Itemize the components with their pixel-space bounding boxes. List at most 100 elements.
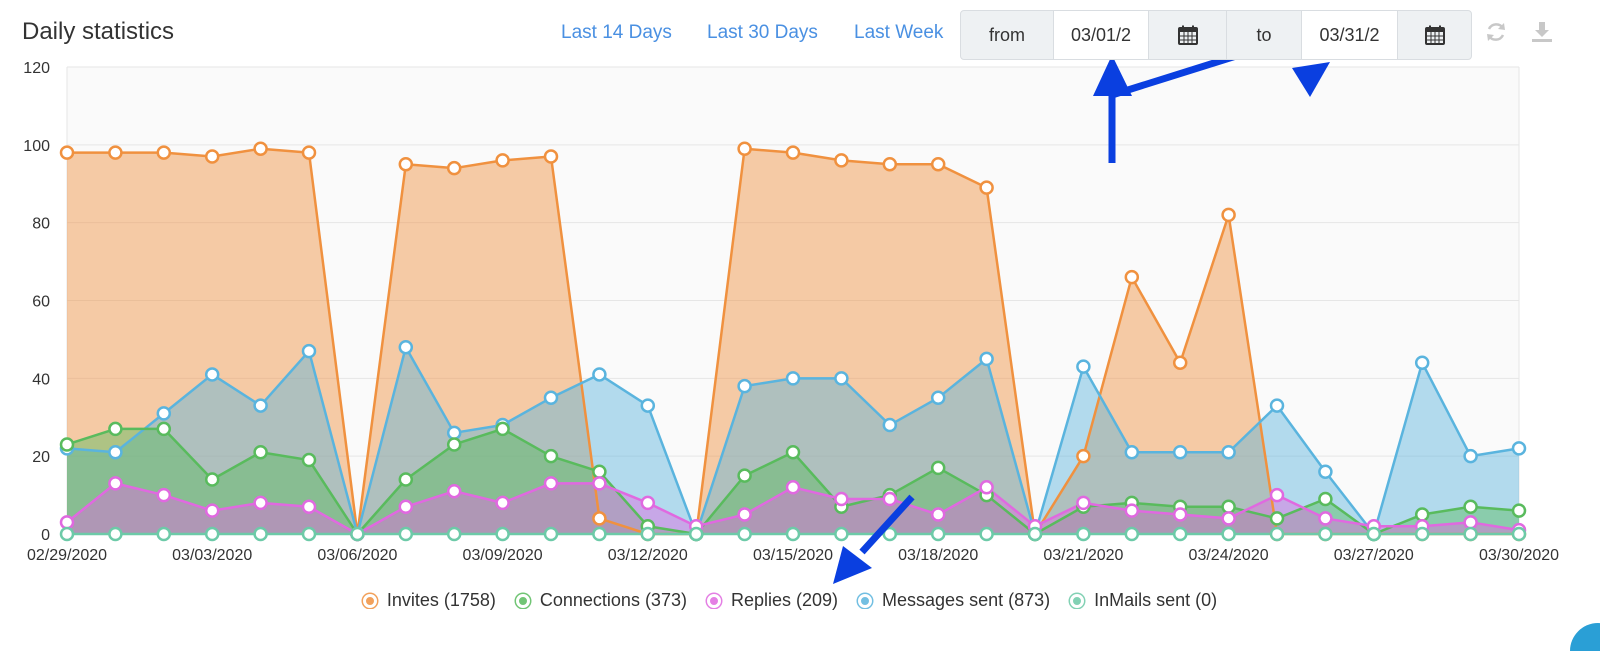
from-label: from xyxy=(961,11,1054,59)
data-point-invites xyxy=(979,180,994,195)
y-tick-label: 20 xyxy=(32,449,50,466)
date-range-picker: from 03/01/2 to 03/31/2 xyxy=(960,10,1472,60)
data-point-messages-sent xyxy=(1414,355,1430,371)
to-label: to xyxy=(1227,11,1302,59)
legend-marker xyxy=(1070,593,1085,608)
last-14-days-link[interactable]: Last 14 Days xyxy=(561,22,672,43)
data-point-replies xyxy=(204,503,220,518)
data-point-connections xyxy=(737,468,752,483)
data-point-invites xyxy=(253,141,268,156)
data-point-inmails-sent xyxy=(253,526,268,542)
download-button[interactable] xyxy=(1530,20,1554,49)
data-point-replies xyxy=(1221,511,1236,526)
to-calendar-button[interactable] xyxy=(1398,11,1471,59)
x-tick-label: 03/18/2020 xyxy=(898,547,978,564)
data-point-invites xyxy=(108,145,123,160)
data-point-messages-sent xyxy=(1172,445,1188,460)
data-point-messages-sent xyxy=(204,367,220,382)
data-point-inmails-sent xyxy=(592,526,607,542)
data-point-replies xyxy=(1076,495,1091,511)
refresh-button[interactable] xyxy=(1484,20,1508,49)
data-point-replies xyxy=(737,507,752,522)
data-point-replies xyxy=(543,476,559,491)
annotation-arrowhead xyxy=(1292,62,1330,97)
data-point-messages-sent xyxy=(1463,448,1478,464)
data-point-messages-sent xyxy=(785,371,801,386)
legend-label: Connections (373) xyxy=(539,590,687,610)
data-point-replies xyxy=(1172,507,1188,522)
data-point-messages-sent xyxy=(930,390,946,406)
data-point-connections xyxy=(108,421,123,437)
data-point-replies xyxy=(1269,487,1285,503)
to-date-input[interactable]: 03/31/2 xyxy=(1302,11,1398,59)
x-tick-label: 03/03/2020 xyxy=(172,547,252,564)
data-point-invites xyxy=(1172,355,1188,371)
data-point-messages-sent xyxy=(834,371,849,386)
last-30-days-link[interactable]: Last 30 Days xyxy=(707,22,818,43)
data-point-connections xyxy=(592,464,607,479)
x-tick-label: 03/21/2020 xyxy=(1043,547,1123,564)
data-point-replies xyxy=(301,499,317,515)
data-point-messages-sent xyxy=(543,390,559,406)
data-point-messages-sent xyxy=(1076,359,1091,374)
annotation-arrowhead xyxy=(833,546,872,584)
legend-marker xyxy=(362,593,377,608)
series-area-replies xyxy=(67,483,1519,534)
data-point-invites xyxy=(785,145,801,160)
legend-item-messages-sent[interactable]: Messages sent (873) xyxy=(858,590,1050,611)
data-point-replies xyxy=(59,515,75,530)
annotation-arrow xyxy=(859,494,915,555)
help-bubble xyxy=(1570,623,1600,651)
data-point-messages-sent xyxy=(108,445,123,460)
data-point-invites xyxy=(1076,448,1091,464)
data-point-replies xyxy=(882,491,898,507)
legend-item-replies[interactable]: Replies (209) xyxy=(706,590,838,611)
series-area-invites xyxy=(67,148,1519,534)
calendar-icon xyxy=(1424,25,1445,45)
data-point-connections xyxy=(785,445,801,460)
data-point-inmails-sent xyxy=(1511,526,1527,542)
data-point-invites xyxy=(446,160,462,176)
data-point-replies xyxy=(640,495,656,511)
from-date-input[interactable]: 03/01/2 xyxy=(1054,11,1149,59)
y-tick-label: 40 xyxy=(32,371,50,388)
data-point-replies xyxy=(834,491,849,507)
legend-marker xyxy=(515,593,530,608)
data-point-inmails-sent xyxy=(59,526,75,542)
data-point-inmails-sent xyxy=(688,526,704,542)
data-point-invites xyxy=(543,149,559,164)
data-point-inmails-sent xyxy=(204,526,220,542)
data-point-inmails-sent xyxy=(156,526,172,542)
data-point-connections xyxy=(1269,511,1285,526)
page-title: Daily statistics xyxy=(22,18,175,45)
data-point-replies xyxy=(495,495,510,511)
legend-item-connections[interactable]: Connections (373) xyxy=(515,590,687,611)
data-point-connections xyxy=(204,472,220,487)
data-point-connections xyxy=(1318,491,1333,507)
data-point-replies xyxy=(785,480,801,495)
legend-item-inmails-sent[interactable]: InMails sent (0) xyxy=(1070,590,1217,611)
data-point-messages-sent xyxy=(1511,441,1527,456)
legend-item-invites[interactable]: Invites (1758) xyxy=(362,590,496,611)
data-point-messages-sent xyxy=(882,417,898,433)
data-point-connections xyxy=(930,460,946,476)
data-point-replies xyxy=(592,476,607,491)
x-tick-label: 03/30/2020 xyxy=(1479,547,1559,564)
data-point-inmails-sent xyxy=(1318,526,1333,542)
download-icon xyxy=(1532,22,1552,42)
data-point-inmails-sent xyxy=(446,526,462,542)
data-point-replies xyxy=(979,480,994,495)
data-point-connections xyxy=(495,421,510,437)
data-point-inmails-sent xyxy=(930,526,946,542)
data-point-inmails-sent xyxy=(398,526,414,542)
data-point-inmails-sent xyxy=(543,526,559,542)
data-point-invites xyxy=(1221,207,1236,223)
data-point-inmails-sent xyxy=(1076,526,1091,542)
data-point-messages-sent xyxy=(1124,445,1140,460)
data-point-replies xyxy=(1124,503,1140,518)
data-point-replies xyxy=(1318,511,1333,526)
last-week-link[interactable]: Last Week xyxy=(854,22,944,43)
data-point-messages-sent xyxy=(156,406,172,421)
from-calendar-button[interactable] xyxy=(1149,11,1227,59)
series-area-messages-sent xyxy=(67,347,1519,534)
